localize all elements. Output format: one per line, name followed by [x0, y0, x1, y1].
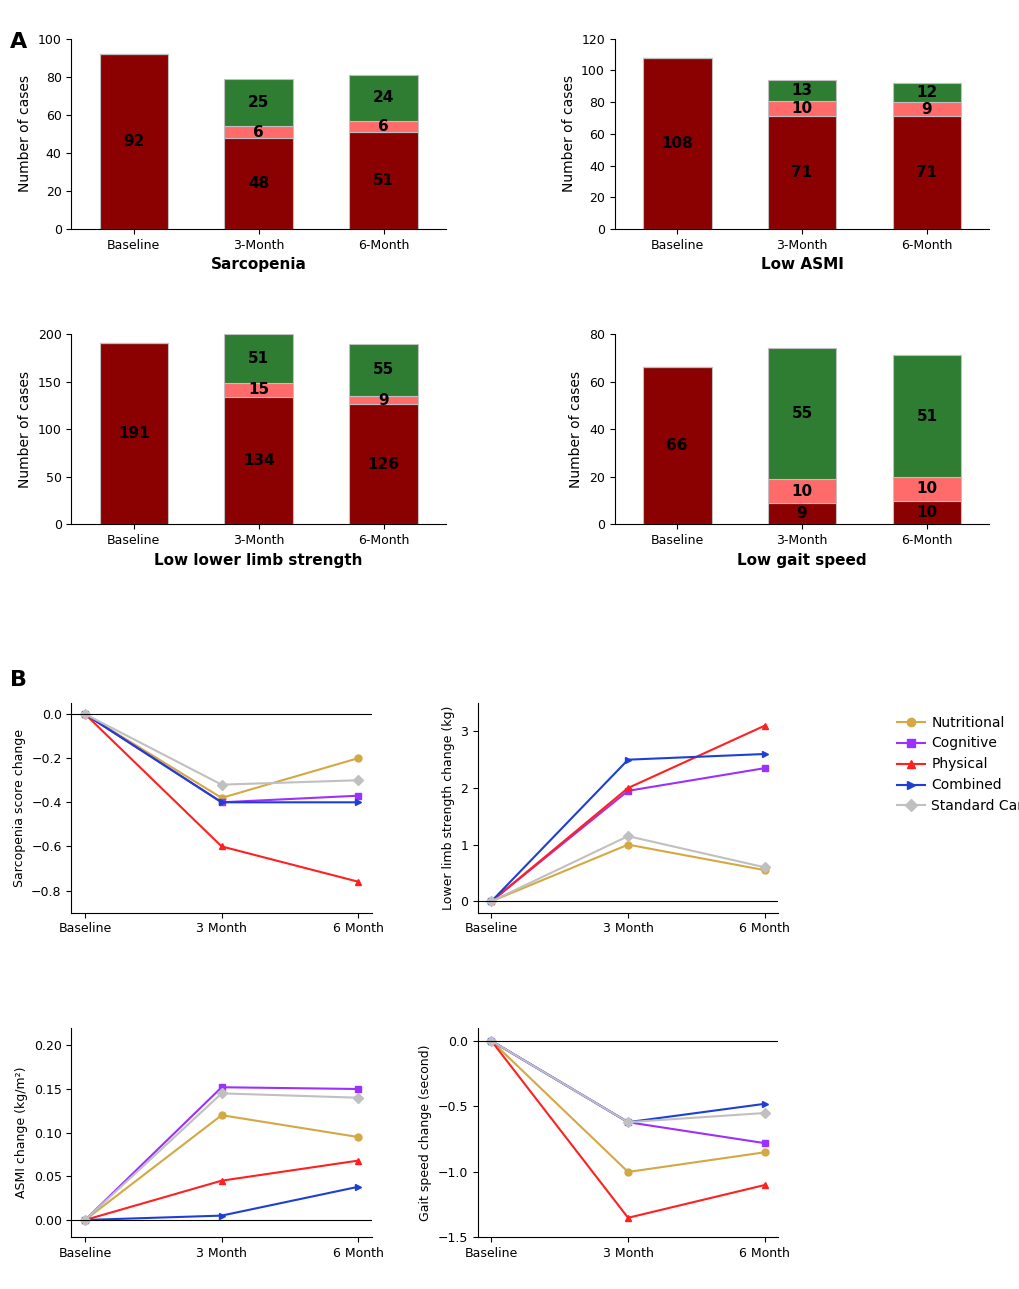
Text: 10: 10	[791, 483, 812, 499]
X-axis label: Sarcopenia: Sarcopenia	[211, 258, 307, 272]
Bar	[224, 138, 292, 229]
Text: 66: 66	[665, 438, 687, 454]
Text: 55: 55	[791, 406, 812, 422]
Text: 25: 25	[248, 95, 269, 110]
Text: 108: 108	[660, 135, 692, 151]
Bar	[348, 131, 418, 229]
Bar	[767, 101, 836, 116]
Bar	[348, 396, 418, 405]
Text: 9: 9	[921, 102, 931, 117]
Bar	[892, 356, 960, 477]
Text: B: B	[10, 670, 28, 691]
Text: 6: 6	[378, 119, 388, 134]
Text: 10: 10	[915, 481, 936, 496]
Text: 134: 134	[243, 454, 274, 468]
Text: 51: 51	[915, 409, 936, 424]
Bar	[892, 102, 960, 116]
Y-axis label: Number of cases: Number of cases	[561, 76, 575, 192]
Bar	[348, 75, 418, 121]
Y-axis label: Number of cases: Number of cases	[569, 371, 583, 487]
Bar	[224, 397, 292, 525]
Y-axis label: Sarcopenia score change: Sarcopenia score change	[12, 728, 25, 887]
Y-axis label: Number of cases: Number of cases	[18, 371, 33, 487]
Text: 48: 48	[248, 177, 269, 191]
Bar	[348, 405, 418, 525]
Text: 24: 24	[373, 90, 394, 106]
Bar	[767, 116, 836, 229]
X-axis label: Low gait speed: Low gait speed	[737, 553, 866, 567]
Bar	[348, 343, 418, 396]
Text: 51: 51	[248, 351, 269, 366]
Bar	[767, 480, 836, 503]
Text: 6: 6	[253, 125, 264, 139]
Text: 9: 9	[796, 507, 807, 521]
Bar	[224, 334, 292, 383]
Text: 71: 71	[791, 165, 812, 180]
Bar	[892, 116, 960, 229]
Text: 191: 191	[118, 427, 150, 441]
Bar	[767, 80, 836, 101]
Text: 92: 92	[123, 134, 145, 150]
Bar	[224, 383, 292, 397]
Y-axis label: Gait speed change (second): Gait speed change (second)	[419, 1044, 432, 1221]
Text: 10: 10	[791, 101, 812, 116]
Text: A: A	[10, 32, 28, 53]
Text: 126: 126	[367, 458, 399, 472]
Legend: Nutritional, Cognitive, Physical, Combined, Standard Care: Nutritional, Cognitive, Physical, Combin…	[891, 710, 1019, 819]
Y-axis label: ASMI change (kg/m²): ASMI change (kg/m²)	[15, 1067, 29, 1199]
Text: 12: 12	[915, 85, 936, 101]
Bar	[892, 500, 960, 525]
Text: 15: 15	[248, 383, 269, 397]
Text: 71: 71	[915, 165, 936, 180]
Bar	[348, 121, 418, 131]
Text: 10: 10	[915, 505, 936, 519]
Bar	[224, 126, 292, 138]
Y-axis label: Number of cases: Number of cases	[18, 76, 33, 192]
Bar	[767, 348, 836, 480]
X-axis label: Low ASMI: Low ASMI	[760, 258, 843, 272]
Bar	[224, 79, 292, 126]
Bar	[892, 477, 960, 500]
Text: 55: 55	[373, 362, 394, 378]
Text: 13: 13	[791, 82, 812, 98]
Text: 51: 51	[373, 173, 393, 188]
X-axis label: Low lower limb strength: Low lower limb strength	[154, 553, 363, 567]
Bar	[642, 58, 711, 229]
Bar	[642, 367, 711, 525]
Text: 9: 9	[378, 393, 388, 407]
Y-axis label: Lower limb strength change (kg): Lower limb strength change (kg)	[441, 705, 454, 910]
Bar	[100, 54, 168, 229]
Bar	[100, 343, 168, 525]
Bar	[767, 503, 836, 525]
Bar	[892, 82, 960, 102]
